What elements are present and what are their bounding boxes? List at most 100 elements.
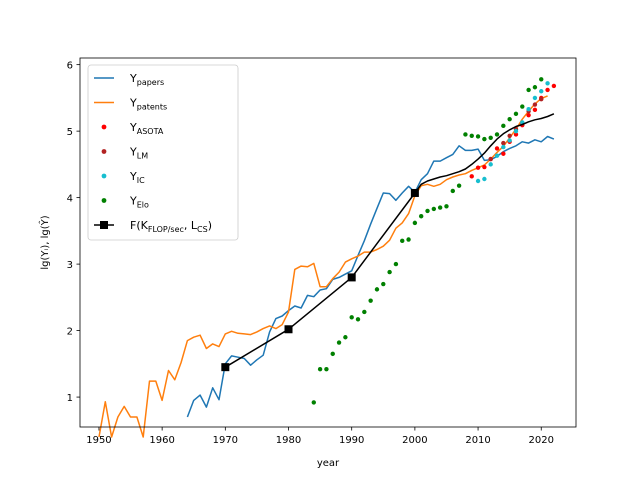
plot-frame bbox=[79, 57, 577, 428]
data-point bbox=[513, 111, 519, 117]
data-point bbox=[355, 317, 361, 322]
data-point bbox=[501, 144, 506, 150]
data-point bbox=[482, 164, 487, 170]
data-point bbox=[488, 162, 493, 167]
data-point bbox=[539, 77, 544, 82]
legend-label: YLM bbox=[129, 146, 148, 161]
legend-entry-y-patents: Ypatents bbox=[94, 97, 167, 112]
x-tick-label: 1970 bbox=[213, 435, 238, 446]
legend-label: Ypapers bbox=[129, 72, 164, 87]
data-point bbox=[526, 106, 531, 112]
data-point bbox=[494, 146, 500, 151]
y-tick-label: 5 bbox=[67, 127, 73, 138]
legend-box bbox=[87, 64, 239, 241]
data-point bbox=[532, 95, 538, 101]
data-point bbox=[501, 151, 506, 156]
data-point bbox=[381, 281, 386, 287]
data-point bbox=[475, 165, 481, 170]
legend-swatch bbox=[101, 173, 107, 179]
data-point bbox=[539, 97, 544, 102]
data-point bbox=[532, 102, 538, 107]
data-point bbox=[551, 83, 557, 89]
legend-entry-y-elo: YElo bbox=[101, 195, 149, 210]
data-point bbox=[406, 237, 411, 242]
data-point bbox=[336, 340, 342, 345]
data-point bbox=[545, 87, 550, 93]
data-point bbox=[532, 85, 538, 90]
data-point bbox=[494, 132, 500, 137]
series-y-asota bbox=[469, 83, 557, 179]
data-point bbox=[494, 153, 500, 158]
series-y-papers bbox=[186, 135, 555, 418]
x-tick-label: 1990 bbox=[339, 435, 364, 446]
data-point bbox=[444, 204, 449, 209]
data-point bbox=[431, 206, 437, 212]
ticks: 1950 1960 1970 1980 1990 2000 2010 2020 1 2 3 4 5 6 bbox=[67, 61, 554, 446]
legend-label: F(KFLOP/sec, LCS) bbox=[130, 219, 212, 234]
x-tick-label: 1980 bbox=[276, 435, 301, 446]
data-point-marker bbox=[221, 363, 230, 372]
data-point bbox=[456, 183, 462, 188]
data-point bbox=[482, 136, 487, 142]
data-point bbox=[374, 287, 380, 292]
series-f-k-flop-sec-l-cs bbox=[221, 113, 555, 372]
data-point bbox=[513, 128, 519, 134]
y-tick-label: 2 bbox=[67, 327, 73, 338]
legend-swatch bbox=[101, 149, 107, 154]
legend-entry-f-k-flop-sec-l-cs: F(KFLOP/sec, LCS) bbox=[94, 219, 212, 234]
legend: Ypapers Ypatents YASOTA YLM YIC YElo F(KFLOP/s… bbox=[87, 64, 239, 241]
data-point bbox=[526, 112, 531, 118]
data-point bbox=[507, 116, 512, 122]
data-point bbox=[437, 205, 443, 210]
data-point bbox=[488, 135, 493, 140]
series-y-patents bbox=[98, 95, 548, 438]
data-point bbox=[532, 107, 538, 113]
data-point bbox=[311, 400, 316, 405]
data-point bbox=[475, 134, 481, 139]
data-point bbox=[469, 174, 474, 179]
legend-label: YIC bbox=[129, 170, 145, 185]
data-point bbox=[425, 208, 430, 214]
data-point bbox=[317, 366, 323, 372]
legend-swatch bbox=[101, 198, 107, 203]
data-point bbox=[400, 238, 405, 244]
legend-entry-y-lm: YLM bbox=[101, 146, 148, 161]
y-tick-label: 3 bbox=[67, 260, 73, 271]
legend-entry-y-asota: YASOTA bbox=[101, 121, 164, 136]
data-point bbox=[482, 176, 487, 182]
series-line-y-patents bbox=[98, 95, 548, 438]
data-point bbox=[488, 156, 493, 162]
data-point bbox=[526, 87, 531, 93]
data-point bbox=[513, 132, 519, 137]
data-point bbox=[387, 269, 392, 275]
data-point bbox=[330, 351, 335, 357]
data-point bbox=[463, 132, 468, 137]
data-point bbox=[469, 133, 474, 138]
data-point bbox=[368, 298, 373, 303]
data-point bbox=[475, 178, 481, 184]
x-tick-label: 2010 bbox=[465, 435, 490, 446]
legend-entry-y-ic: YIC bbox=[101, 170, 145, 185]
data-point bbox=[507, 133, 512, 138]
data-point bbox=[418, 214, 424, 219]
data-point bbox=[343, 335, 348, 340]
x-tick-label: 2020 bbox=[529, 435, 554, 446]
data-point bbox=[507, 138, 512, 143]
data-point-marker bbox=[347, 273, 356, 282]
data-point bbox=[412, 220, 418, 226]
y-axis-label: lg(Yᵢ), lg(Ŷ) bbox=[38, 215, 51, 269]
data-point bbox=[520, 104, 525, 109]
x-tick-label: 2000 bbox=[402, 435, 427, 446]
legend-entry-y-papers: Ypapers bbox=[94, 72, 164, 87]
data-point bbox=[501, 123, 506, 129]
data-point bbox=[545, 81, 550, 86]
legend-label: YElo bbox=[129, 195, 149, 210]
data-point bbox=[362, 309, 367, 315]
series-y-ic bbox=[475, 81, 550, 184]
y-tick-label: 1 bbox=[67, 393, 73, 404]
x-axis-label: year bbox=[317, 458, 340, 469]
legend-swatch bbox=[101, 124, 107, 130]
legend-label: Ypatents bbox=[129, 97, 167, 112]
legend-label: YASOTA bbox=[129, 121, 164, 136]
